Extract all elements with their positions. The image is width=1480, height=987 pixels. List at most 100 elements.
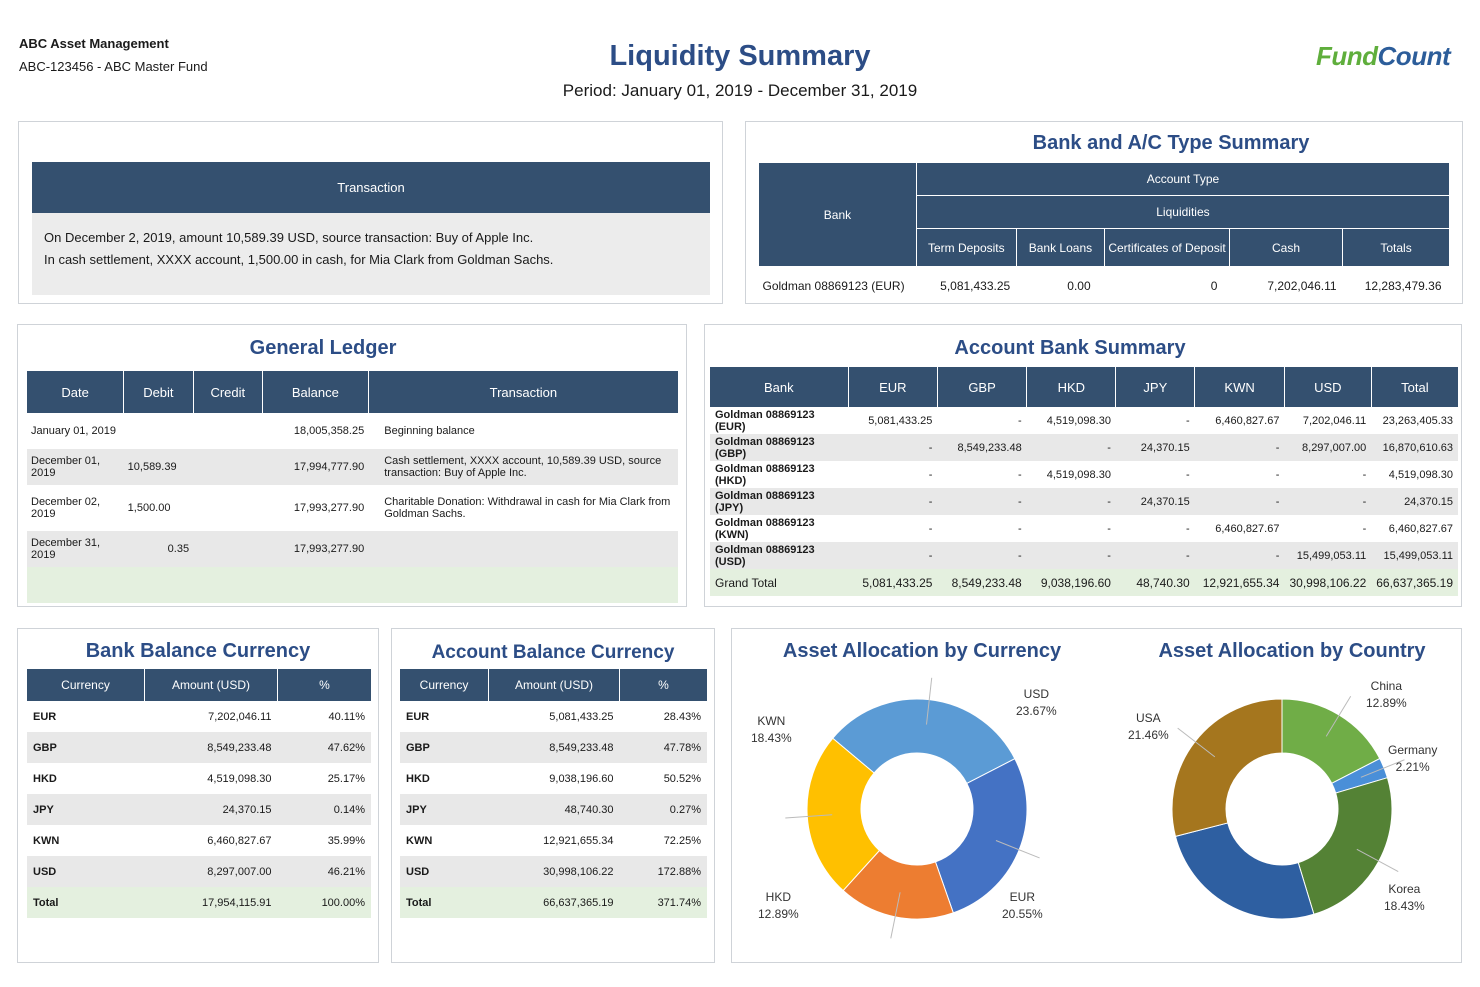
percent-cell: 28.43% xyxy=(663,710,701,723)
liquidities-header: Liquidities xyxy=(915,195,1451,229)
currency-cell: EUR xyxy=(406,710,430,723)
value-cell: 8,297,007.00 xyxy=(1302,441,1367,454)
bank-column-header: Bank xyxy=(758,162,917,267)
total-cell: 5,081,433.25 xyxy=(862,575,933,590)
account-type-header: Account Type xyxy=(915,162,1451,196)
amount-cell: 24,370.15 xyxy=(222,803,272,816)
data-label: HKD 12.89% xyxy=(758,890,799,921)
amount-cell: 6,460,827.67 xyxy=(207,834,272,847)
currency-cell: USD xyxy=(33,865,57,878)
company-name: ABC Asset Management xyxy=(19,36,169,51)
value-cell: - xyxy=(1362,468,1367,481)
transaction-cell: Cash settlement, XXXX account, 10,589.39… xyxy=(384,455,662,479)
donut-slice-usd xyxy=(832,698,1016,785)
table-row: December 31, 2019 0.35 17,993,277.90 xyxy=(27,531,678,567)
total-label: Total xyxy=(33,896,59,909)
account-balance-currency-panel: Account Balance Currency Currency Amount… xyxy=(391,628,715,963)
bank-cell: Goldman 08869123 (EUR) xyxy=(762,279,905,293)
value-cell: 15,499,053.11 xyxy=(1383,549,1453,562)
currency-cell: KWN xyxy=(33,834,60,847)
total-row: Total 17,954,115.91 100.00% xyxy=(27,887,371,918)
general-ledger-panel: General Ledger Date Debit Credit Balance… xyxy=(17,324,687,607)
chart-title-currency: Asset Allocation by Currency xyxy=(782,640,1062,662)
account-bank-summary-table: Bank EUR GBP HKD JPY KWN USD Total Goldm… xyxy=(710,367,1458,596)
fund-name: ABC-123456 - ABC Master Fund xyxy=(19,59,208,74)
transaction-panel: Transaction On December 2, 2019, amount … xyxy=(18,121,723,304)
amount-cell: 4,519,098.30 xyxy=(207,772,272,785)
transaction-line-1: On December 2, 2019, amount 10,589.39 US… xyxy=(44,230,534,245)
value-cell: 12,283,479.36 xyxy=(1364,279,1442,293)
col-header: Credit xyxy=(193,371,264,413)
amount-cell: 5,081,433.25 xyxy=(549,710,614,723)
value-cell: - xyxy=(1362,522,1367,535)
bank-ac-table: Bank Account Type Liquidities Term Depos… xyxy=(758,162,1451,305)
value-cell: - xyxy=(928,522,933,535)
table-row: USD 8,297,007.00 46.21% xyxy=(27,856,371,887)
col-header: Certificates of Deposit xyxy=(1104,228,1230,267)
value-cell: 5,081,433.25 xyxy=(940,279,1011,293)
table-row: KWN 12,921,655.34 72.25% xyxy=(400,825,707,856)
value-cell: - xyxy=(928,549,933,562)
value-cell: 8,549,233.48 xyxy=(957,441,1022,454)
value-cell: - xyxy=(1018,495,1022,508)
balance-cell: 17,993,277.90 xyxy=(293,502,365,514)
col-header: EUR xyxy=(848,367,938,407)
table-row: January 01, 2019 18,005,358.25 Beginning… xyxy=(27,413,678,449)
debit-cell: 1,500.00 xyxy=(127,502,171,514)
total-percent: 371.74% xyxy=(657,896,701,909)
table-row: GBP 8,549,233.48 47.78% xyxy=(400,732,707,763)
table-row: Goldman 08869123 (GBP) - 8,549,233.48 - 24,3… xyxy=(710,434,1458,461)
bank-cell: Goldman 08869123 (KWN) xyxy=(715,516,815,541)
data-label: Germany 2.21% xyxy=(1388,743,1438,774)
percent-cell: 0.27% xyxy=(669,803,701,816)
total-label: Total xyxy=(406,896,432,909)
debit-cell: 10,589.39 xyxy=(127,461,177,473)
bank-cell: Goldman 08869123 (JPY) xyxy=(715,489,815,514)
value-cell: 4,519,098.30 xyxy=(1046,414,1111,427)
table-row: December 02, 2019 1,500.00 17,993,277.90… xyxy=(27,485,678,531)
amount-cell: 48,740.30 xyxy=(564,803,614,816)
currency-cell: HKD xyxy=(406,772,430,785)
table-row: Goldman 08869123 (HKD) - - 4,519,098.30 - - - 4… xyxy=(710,461,1458,488)
bank-balance-currency-table: Currency Amount (USD) % EUR 7,202,046.11 4… xyxy=(27,669,371,918)
amount-cell: 30,998,106.22 xyxy=(543,865,614,878)
value-cell: 5,081,433.25 xyxy=(868,414,933,427)
credit-cell xyxy=(193,485,262,531)
value-cell: - xyxy=(1186,549,1190,562)
value-cell: 6,460,827.67 xyxy=(1388,522,1453,535)
table-row xyxy=(27,567,678,603)
table-row: EUR 5,081,433.25 28.43% xyxy=(400,701,707,732)
data-label: Korea 18.43% xyxy=(1384,882,1425,913)
bank-balance-currency-title: Bank Balance Currency xyxy=(85,640,311,662)
col-header: JPY xyxy=(1115,367,1196,407)
table-row: Goldman 08869123 (JPY) - - - 24,370.15 - - 24,3… xyxy=(710,488,1458,515)
col-header: % xyxy=(658,678,669,692)
col-header: GBP xyxy=(937,367,1028,407)
bank-cell: Goldman 08869123 (GBP) xyxy=(715,435,815,460)
value-cell: 15,499,053.11 xyxy=(1296,549,1367,562)
value-cell: - xyxy=(1107,522,1111,535)
col-header: Currency xyxy=(400,669,489,701)
col-header: Total xyxy=(1401,379,1429,395)
col-header: % xyxy=(319,678,330,692)
value-cell: 7,202,046.11 xyxy=(1267,279,1337,293)
currency-cell: KWN xyxy=(406,834,433,847)
amount-cell: 7,202,046.11 xyxy=(208,710,272,723)
value-cell: - xyxy=(928,441,933,454)
bank-cell: Goldman 08869123 (USD) xyxy=(715,543,815,568)
value-cell: - xyxy=(928,468,933,481)
total-cell: 66,637,365.19 xyxy=(1376,575,1453,590)
bank-cell: Goldman 08869123 (HKD) xyxy=(715,462,815,487)
report-period: Period: January 01, 2019 - December 31, … xyxy=(562,81,918,100)
table-row: Goldman 08869123 (KWN) - - - - 6,460,827.67 - 6… xyxy=(710,515,1458,542)
total-cell: 8,549,233.48 xyxy=(951,575,1022,590)
value-cell: 4,519,098.30 xyxy=(1388,468,1453,481)
total-cell: 48,740.30 xyxy=(1136,575,1190,590)
value-cell: - xyxy=(1107,549,1111,562)
bank-ac-title: Bank and A/C Type Summary xyxy=(1032,132,1310,154)
donut-slice-eur xyxy=(934,758,1028,914)
col-header: Balance xyxy=(262,371,369,413)
table-row: Goldman 08869123 (EUR) 5,081,433.25 - 4,519… xyxy=(710,407,1458,434)
value-cell: 0 xyxy=(1210,279,1218,293)
debit-cell xyxy=(124,413,193,449)
